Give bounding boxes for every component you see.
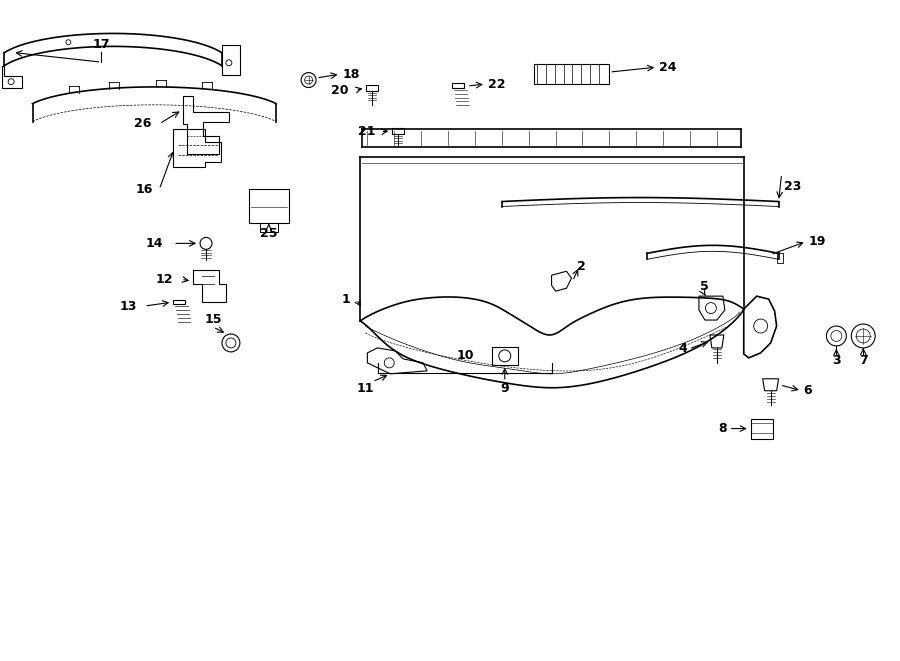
Text: 8: 8	[718, 422, 727, 435]
Text: 17: 17	[93, 38, 110, 51]
Text: 25: 25	[260, 227, 277, 240]
Text: 20: 20	[331, 83, 348, 97]
Text: 13: 13	[120, 299, 138, 313]
Text: 21: 21	[358, 126, 375, 138]
Text: 11: 11	[356, 382, 374, 395]
Text: 1: 1	[342, 293, 350, 305]
Text: 4: 4	[679, 342, 687, 356]
Text: 2: 2	[578, 260, 586, 273]
Text: 12: 12	[156, 273, 173, 286]
Text: 5: 5	[699, 280, 708, 293]
Text: 18: 18	[343, 67, 360, 81]
Bar	[777, 253, 783, 263]
Bar	[260, 223, 278, 233]
Text: 16: 16	[136, 183, 153, 196]
Bar	[248, 188, 289, 223]
Bar	[751, 418, 772, 438]
Text: 26: 26	[134, 118, 151, 130]
Bar	[534, 64, 609, 84]
Text: 7: 7	[859, 354, 868, 368]
Text: 23: 23	[784, 180, 801, 193]
Text: 15: 15	[204, 313, 221, 326]
Text: 19: 19	[808, 235, 826, 248]
Text: 9: 9	[500, 382, 509, 395]
Text: 14: 14	[146, 237, 163, 250]
Text: 24: 24	[659, 61, 677, 73]
Text: 22: 22	[488, 77, 505, 91]
Text: 3: 3	[832, 354, 841, 368]
Text: 6: 6	[804, 384, 812, 397]
Text: 10: 10	[456, 350, 473, 362]
